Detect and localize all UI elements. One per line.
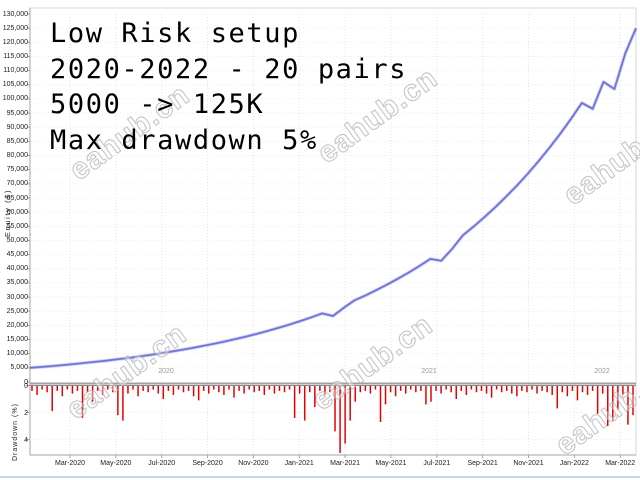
bottom-accent-line bbox=[0, 476, 640, 478]
x-tick-label: May-2020 bbox=[100, 460, 132, 467]
x-tick-label: Sep-2020 bbox=[192, 460, 223, 467]
y-tick-label: 60,000 bbox=[6, 208, 28, 216]
y-tick-label: 65,000 bbox=[6, 194, 28, 202]
drawdown-tick-label: 2 bbox=[24, 409, 28, 417]
x-tick-label: Nov-2020 bbox=[238, 460, 269, 467]
annotation-line-4: Max drawdown 5% bbox=[50, 124, 318, 156]
y-tick-label: 20,000 bbox=[6, 321, 28, 329]
y-tick-label: 30,000 bbox=[6, 293, 28, 301]
y-tick-label: 35,000 bbox=[6, 279, 28, 287]
year-label-2020: 2020 bbox=[158, 368, 174, 375]
annotation-line-1: Low Risk setup bbox=[50, 18, 300, 49]
y-tick-label: 5,000 bbox=[10, 364, 28, 372]
equity-axis-label: Equity ($) bbox=[3, 188, 12, 237]
y-tick-label: 25,000 bbox=[6, 307, 28, 315]
x-tick-label: Mar-2021 bbox=[330, 460, 361, 467]
x-tick-label: Sep-2021 bbox=[467, 460, 498, 467]
y-tick-label: 70,000 bbox=[6, 180, 28, 188]
y-tick-label: 15,000 bbox=[6, 336, 28, 344]
y-tick-label: 100,000 bbox=[2, 95, 28, 103]
y-tick-label: 80,000 bbox=[6, 152, 28, 160]
y-tick-label: 0 bbox=[24, 378, 28, 386]
y-tick-label: 10,000 bbox=[6, 350, 28, 358]
annotation-line-3: 5000 -> 125K bbox=[50, 89, 265, 120]
x-tick-label: Jul-2020 bbox=[148, 460, 176, 467]
annotation-line-2: 2020-2022 - 20 pairs bbox=[50, 53, 408, 85]
y-tick-label: 45,000 bbox=[6, 251, 28, 259]
y-tick-label: 75,000 bbox=[6, 166, 28, 174]
y-tick-label: 120,000 bbox=[2, 38, 28, 46]
year-label-2022: 2022 bbox=[594, 368, 610, 375]
annotation-block: Low Risk setup 2020-2022 - 20 pairs 5000… bbox=[50, 16, 407, 158]
y-tick-label: 130,000 bbox=[2, 10, 28, 18]
x-tick-label: Jul-2021 bbox=[423, 460, 451, 467]
y-tick-label: 90,000 bbox=[6, 123, 28, 131]
drawdown-tick-label: 4 bbox=[24, 436, 28, 444]
y-tick-label: 110,000 bbox=[3, 67, 28, 75]
x-tick-label: Jan-2021 bbox=[284, 460, 314, 467]
y-tick-label: 55,000 bbox=[6, 222, 28, 230]
drawdown-axis-label: Drawdown (%) bbox=[12, 403, 19, 461]
y-tick-label: 50,000 bbox=[6, 236, 28, 244]
y-tick-label: 105,000 bbox=[2, 81, 28, 89]
x-tick-label: Jan-2022 bbox=[559, 460, 589, 467]
year-label-2021: 2021 bbox=[421, 368, 437, 375]
y-tick-label: 85,000 bbox=[6, 137, 28, 145]
y-tick-label: 95,000 bbox=[6, 109, 28, 117]
drawdown-tick-label: 0 bbox=[24, 382, 28, 390]
y-tick-label: 40,000 bbox=[6, 265, 28, 273]
x-tick-label: May-2021 bbox=[375, 460, 407, 467]
x-tick-label: Nov-2021 bbox=[513, 460, 544, 467]
y-tick-label: 115,000 bbox=[3, 52, 28, 60]
x-tick-label: Mar-2020 bbox=[55, 460, 85, 467]
x-tick-label: Mar-2022 bbox=[605, 460, 636, 467]
y-tick-label: 125,000 bbox=[2, 24, 28, 32]
